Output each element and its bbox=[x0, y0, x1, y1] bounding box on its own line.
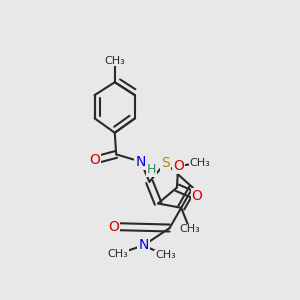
Text: CH₃: CH₃ bbox=[179, 224, 200, 235]
Text: N: N bbox=[139, 238, 149, 252]
Text: H: H bbox=[147, 163, 156, 176]
Text: O: O bbox=[173, 159, 184, 173]
Text: CH₃: CH₃ bbox=[155, 250, 176, 260]
Text: CH₃: CH₃ bbox=[107, 249, 128, 259]
Text: N: N bbox=[136, 154, 146, 169]
Text: O: O bbox=[89, 153, 100, 167]
Text: CH₃: CH₃ bbox=[104, 56, 125, 65]
Text: O: O bbox=[108, 220, 119, 234]
Text: O: O bbox=[192, 189, 203, 203]
Text: S: S bbox=[161, 156, 170, 170]
Text: CH₃: CH₃ bbox=[190, 158, 210, 168]
